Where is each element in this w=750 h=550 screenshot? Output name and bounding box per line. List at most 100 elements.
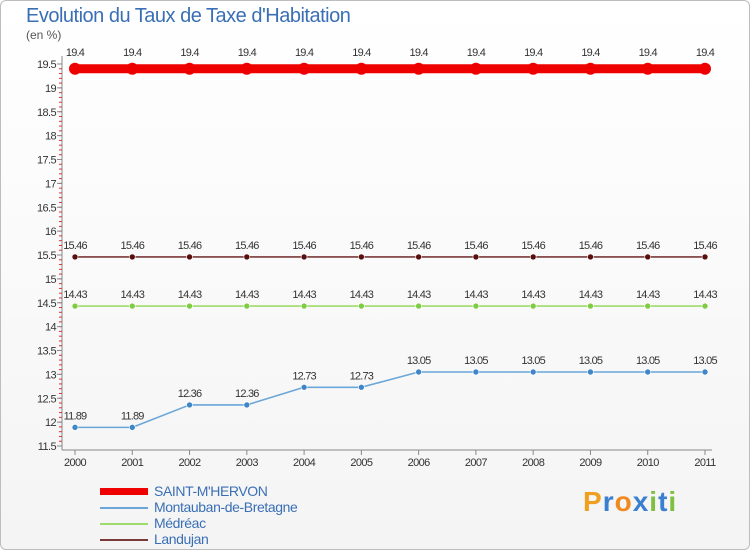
- data-point: [529, 253, 537, 261]
- y-tick-label: 13: [45, 369, 57, 381]
- legend-swatch: [100, 507, 148, 509]
- data-point: [644, 253, 652, 261]
- data-point: [529, 368, 537, 376]
- data-point: [415, 253, 422, 261]
- data-label: 14.43: [521, 289, 545, 301]
- data-point: [355, 62, 368, 75]
- data-point: [243, 401, 251, 409]
- brand-letter: r: [602, 486, 615, 517]
- data-point: [472, 253, 480, 261]
- data-point: [358, 383, 365, 391]
- data-label: 13.05: [464, 355, 488, 367]
- data-point: [641, 62, 654, 75]
- data-point: [527, 62, 540, 75]
- data-point: [128, 302, 136, 310]
- data-label: 15.46: [63, 240, 87, 252]
- brand-letter: t: [658, 486, 669, 517]
- data-label: 14.43: [292, 289, 316, 301]
- y-tick-label: 12: [45, 417, 57, 429]
- data-label: 12.73: [292, 370, 316, 382]
- brand-letter: P: [583, 486, 603, 517]
- data-label: 11.89: [121, 410, 144, 422]
- chart-title: Evolution du Taux de Taxe d'Habitation: [26, 5, 351, 27]
- data-label: 13.05: [693, 355, 717, 367]
- data-label: 19.4: [581, 47, 600, 59]
- data-label: 12.73: [350, 370, 374, 382]
- y-tick-label: 12.5: [37, 393, 56, 405]
- data-label: 13.05: [407, 355, 431, 367]
- y-tick-label: 18.5: [37, 107, 56, 119]
- data-label: 15.46: [521, 240, 545, 252]
- data-point: [71, 424, 79, 431]
- y-tick-label: 16.5: [37, 202, 56, 214]
- y-tick-label: 16: [45, 226, 57, 238]
- x-tick-label: 2005: [350, 457, 373, 469]
- data-label: 14.43: [178, 289, 202, 301]
- data-label: 19.4: [410, 47, 429, 59]
- y-tick-label: 19.5: [37, 59, 56, 71]
- data-point: [415, 302, 422, 310]
- x-tick-label: 2000: [64, 457, 87, 469]
- y-tick-label: 15: [45, 274, 57, 286]
- legend-label: SAINT-M'HERVON: [154, 483, 268, 499]
- data-point: [584, 62, 597, 75]
- x-tick-label: 2001: [121, 457, 144, 469]
- data-point: [472, 302, 480, 310]
- data-point: [128, 424, 136, 431]
- data-point: [128, 253, 136, 261]
- brand-letter: x: [632, 486, 650, 517]
- data-label: 19.4: [238, 47, 257, 59]
- data-label: 14.43: [235, 289, 259, 301]
- y-tick-label: 14: [45, 322, 57, 334]
- data-point: [71, 253, 79, 261]
- data-label: 13.05: [521, 355, 545, 367]
- x-tick-label: 2009: [579, 457, 602, 469]
- data-label: 12.36: [178, 388, 202, 400]
- data-label: 15.46: [636, 240, 660, 252]
- legend-item: Landujan: [100, 531, 400, 548]
- legend-label: Landujan: [154, 531, 209, 547]
- data-label: 12.36: [235, 388, 259, 400]
- y-tick-label: 15.5: [37, 250, 56, 262]
- brand-letter: o: [614, 486, 633, 517]
- data-label: 14.43: [464, 289, 488, 301]
- legend-label: Montauban-de-Bretagne: [154, 499, 298, 515]
- data-label: 19.4: [295, 47, 314, 59]
- data-point: [358, 253, 365, 261]
- data-point: [300, 383, 308, 391]
- data-label: 14.43: [636, 289, 660, 301]
- legend-label: Médréac: [154, 515, 206, 531]
- data-label: 13.05: [636, 355, 660, 367]
- brand-logo: Proxiti: [583, 486, 677, 518]
- data-label: 15.46: [579, 240, 603, 252]
- data-label: 14.43: [579, 289, 603, 301]
- y-tick-label: 13.5: [37, 346, 56, 358]
- x-tick-label: 2010: [637, 457, 660, 469]
- data-point: [243, 253, 251, 261]
- data-point: [186, 253, 193, 261]
- data-label: 15.46: [178, 240, 202, 252]
- data-label: 14.43: [693, 289, 717, 301]
- data-point: [126, 62, 139, 75]
- data-label: 14.43: [350, 289, 374, 301]
- data-point: [183, 62, 196, 75]
- data-point: [71, 302, 79, 310]
- data-label: 15.46: [350, 240, 374, 252]
- x-tick-label: 2007: [465, 457, 488, 469]
- data-point: [701, 368, 709, 376]
- data-point: [587, 368, 594, 376]
- data-point: [240, 62, 253, 75]
- y-tick-label: 19: [45, 83, 57, 95]
- data-point: [186, 401, 193, 409]
- data-point: [298, 62, 311, 75]
- y-tick-label: 18: [45, 131, 57, 143]
- x-tick-label: 2003: [236, 457, 259, 469]
- y-tick-label: 17.5: [37, 155, 56, 167]
- brand-letter: i: [649, 486, 659, 517]
- data-point: [587, 253, 594, 261]
- data-point: [300, 302, 308, 310]
- data-point: [701, 253, 709, 261]
- data-label: 15.46: [292, 240, 316, 252]
- data-label: 19.4: [352, 47, 371, 59]
